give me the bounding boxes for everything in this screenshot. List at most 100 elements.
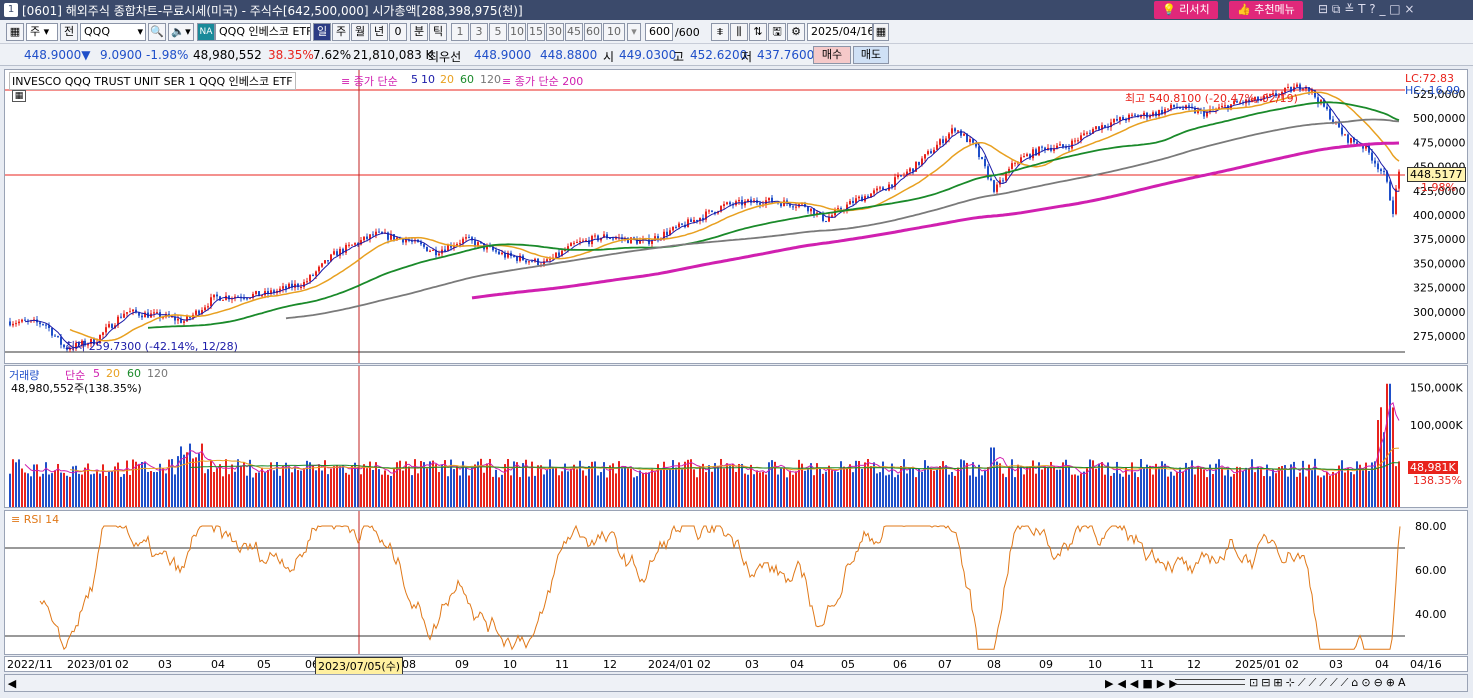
chart-toolbar: ▦ 주 ▾ 전 QQQ ▾ 🔍 🔈▾ NA QQQ 인베스코 ETF 일 주 월 … [0,20,1473,44]
interval-45[interactable]: 45 [565,23,583,41]
candle [867,196,869,198]
volume-bar [1347,467,1349,507]
zoom-slider[interactable] [1175,679,1245,685]
gear-icon[interactable]: ⚙ [787,23,805,41]
volume-bar [966,462,968,507]
rsi-y-tick: 80.00 [1415,520,1447,533]
tab-weekly[interactable]: 주 [332,23,350,41]
candle [1365,144,1367,149]
volume-bar [1068,466,1070,507]
interval-custom[interactable]: 10 [603,23,625,41]
tab-monthly[interactable]: 월 [351,23,369,41]
interval-10[interactable]: 10 [508,23,526,41]
interval-60[interactable]: 60 [584,23,602,41]
volume-bar [84,467,86,507]
candle [1383,171,1385,173]
playback-controls[interactable]: ▶◀◀■▶▶ [1105,677,1182,690]
layout-icon[interactable]: ▦ [6,23,24,41]
period-select[interactable]: 주 ▾ [26,23,58,41]
volume-bar [1050,461,1052,507]
candle [801,203,803,205]
bars-icon[interactable]: ⫼ [730,23,748,41]
interval-5[interactable]: 5 [489,23,507,41]
volume-bar [144,461,146,507]
tab-tick[interactable]: 틱 [429,23,447,41]
price-panel[interactable]: 525,0000500,0000475,0000450,0000425,0000… [4,69,1468,364]
drawing-tools[interactable]: ⊡⊟⊞⊹⟋⟋⟋⟋⟋⌂⊙⊖⊕A [1249,676,1409,689]
sell-button[interactable]: 매도 [853,46,889,64]
tab-minute[interactable]: 분 [410,23,428,41]
interval-30[interactable]: 30 [546,23,564,41]
x-tick-label: 02 [1285,658,1299,671]
volume-bar [1020,465,1022,507]
indicator-icon[interactable]: ⩨ [711,23,729,41]
candle [1116,119,1118,121]
search-icon[interactable]: 🔍 [148,23,166,41]
x-tick-label: 2025/01 [1235,658,1281,671]
candle [747,199,749,202]
volume-bar [354,462,356,507]
candle [531,261,533,263]
candle [960,130,962,136]
volume-bar [975,476,977,507]
compare-icon[interactable]: ⇅ [749,23,767,41]
symbol-input[interactable]: QQQ ▾ [80,23,146,41]
save-icon[interactable]: 🖫 [768,23,786,41]
candle [1173,104,1175,107]
volume-bar [162,468,164,507]
research-button[interactable]: 💡 리서치 [1154,1,1218,19]
recommend-menu-button[interactable]: 👍 추천메뉴 [1229,1,1303,19]
candle [450,245,452,248]
candle [771,197,773,203]
volume-bar [318,464,320,507]
volume-bar [1071,474,1073,507]
candle [1050,147,1052,151]
interval-dropdown-icon[interactable]: ▾ [627,23,641,41]
all-button[interactable]: 전 [60,23,78,41]
candle [1353,137,1355,143]
volume-bar [1110,475,1112,507]
candle [306,281,308,283]
candle [1395,188,1397,214]
volume-bar [306,460,308,507]
scroll-left-icon[interactable]: ◀ [7,677,17,690]
candle [1317,97,1319,104]
volume-bar [1311,470,1313,507]
sound-icon[interactable]: 🔈▾ [168,23,194,41]
tab-daily[interactable]: 일 [313,23,331,41]
date-input[interactable]: 2025/04/16 [807,23,873,41]
candle [369,234,371,239]
volume-bar [828,465,830,507]
window-controls[interactable]: ⊟ ⧉ ≚ T ? _ □ × [1318,2,1415,16]
volume-bar [243,461,245,507]
volume-bar [948,474,950,507]
volume-panel[interactable]: 150,000K 100,000K 거래량 단순 5 20 60 120 48,9… [4,365,1468,508]
candle [288,283,290,289]
candle [876,188,878,191]
count-input[interactable]: 600 [645,23,673,41]
interval-3[interactable]: 3 [470,23,488,41]
scroll-bar[interactable]: ◀ ▶◀◀■▶▶ ⊡⊟⊞⊹⟋⟋⟋⟋⟋⌂⊙⊖⊕A [4,674,1468,692]
candle [1206,111,1208,117]
x-tick-label: 09 [455,658,469,671]
volume-bar [474,464,476,507]
candle [708,210,710,212]
candle [873,190,875,194]
candle [21,319,23,322]
interval-15[interactable]: 15 [527,23,545,41]
volume-bar [279,475,281,507]
volume-bar [291,472,293,507]
volume-bar [546,469,548,507]
price-y-tick: 500,0000 [1413,112,1466,125]
volume-bar [114,466,116,507]
tab-yearly[interactable]: 년 [370,23,388,41]
candle [252,293,254,298]
grid-icon[interactable]: ▦ [12,90,26,102]
candle [102,332,104,335]
rsi-panel[interactable]: 80.00 60.00 40.00 ≡ RSI 14 [4,510,1468,655]
interval-1[interactable]: 1 [451,23,469,41]
calendar-icon[interactable]: ▦ [873,23,889,41]
tab-zero[interactable]: 0 [389,23,407,41]
buy-button[interactable]: 매수 [813,46,851,64]
volume-bar [1176,472,1178,507]
